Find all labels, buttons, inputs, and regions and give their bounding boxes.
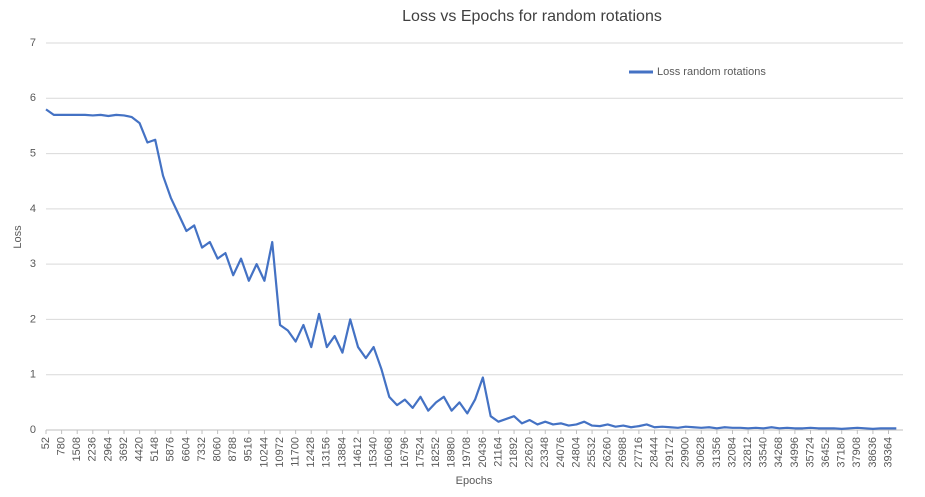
y-tick-label: 5 [30, 147, 36, 159]
x-tick-label: 30628 [695, 437, 707, 468]
x-tick-label: 32084 [726, 437, 738, 468]
x-tick-label: 29172 [664, 437, 676, 468]
x-tick-label: 24076 [555, 437, 567, 468]
y-tick-label: 3 [30, 258, 36, 270]
x-tick-label: 10244 [258, 437, 270, 468]
x-tick-label: 33540 [758, 437, 770, 468]
x-tick-label: 16796 [399, 437, 411, 468]
x-tick-label: 21892 [508, 437, 520, 468]
y-axis-label: Loss [12, 225, 24, 249]
x-tick-label: 8788 [227, 437, 239, 461]
x-tick-label: 36452 [820, 437, 832, 468]
x-tick-label: 32812 [742, 437, 754, 468]
y-tick-label: 0 [30, 424, 36, 436]
x-tick-label: 2236 [87, 437, 99, 461]
x-tick-label: 1508 [71, 437, 83, 461]
x-tick-label: 6604 [180, 437, 192, 461]
chart-title: Loss vs Epochs for random rotations [402, 8, 662, 25]
x-tick-label: 28444 [648, 437, 660, 468]
x-tick-label: 26260 [602, 437, 614, 468]
x-tick-label: 5148 [149, 437, 161, 461]
x-tick-label: 16068 [383, 437, 395, 468]
x-tick-label: 17524 [414, 437, 426, 468]
x-tick-label: 20436 [477, 437, 489, 468]
y-tick-label: 6 [30, 92, 36, 104]
x-tick-label: 34996 [789, 437, 801, 468]
x-tick-label: 22620 [524, 437, 536, 468]
x-tick-label: 13884 [336, 437, 348, 468]
x-tick-label: 4420 [134, 437, 146, 461]
x-tick-label: 19708 [461, 437, 473, 468]
x-tick-label: 12428 [305, 437, 317, 468]
x-tick-label: 18980 [446, 437, 458, 468]
x-tick-label: 3692 [118, 437, 130, 461]
x-tick-label: 25532 [586, 437, 598, 468]
x-tick-label: 23348 [539, 437, 551, 468]
x-tick-label: 7332 [196, 437, 208, 461]
data-line [45, 108, 897, 430]
x-tick-label: 37908 [851, 437, 863, 468]
y-tick-label: 2 [30, 313, 36, 325]
x-tick-label: 9516 [243, 437, 255, 461]
y-tick-label: 1 [30, 369, 36, 381]
x-tick-label: 13156 [321, 437, 333, 468]
x-tick-label: 18252 [430, 437, 442, 468]
x-tick-label: 21164 [492, 437, 504, 467]
x-tick-label: 39364 [882, 437, 894, 468]
x-tick-label: 8060 [212, 437, 224, 461]
x-tick-label: 38636 [867, 437, 879, 468]
x-tick-label: 37180 [836, 437, 848, 468]
legend-label: Loss random rotations [657, 66, 766, 78]
y-tick-label: 4 [30, 203, 36, 215]
x-tick-label: 5876 [165, 437, 177, 461]
x-tick-label: 10972 [274, 437, 286, 468]
x-tick-label: 26988 [617, 437, 629, 468]
x-tick-label: 24804 [570, 437, 582, 468]
x-tick-label: 15340 [368, 437, 380, 468]
x-tick-label: 14612 [352, 437, 364, 468]
x-tick-label: 2964 [102, 437, 114, 461]
x-tick-label: 35724 [804, 437, 816, 468]
x-tick-label: 11700 [290, 437, 302, 467]
x-tick-label: 52 [40, 437, 52, 449]
x-tick-label: 27716 [633, 437, 645, 468]
x-tick-label: 780 [56, 437, 68, 455]
x-tick-label: 34268 [773, 437, 785, 468]
x-tick-label: 29900 [680, 437, 692, 468]
x-axis-label: Epochs [456, 475, 493, 487]
y-tick-label: 7 [30, 37, 36, 49]
x-tick-label: 31356 [711, 437, 723, 468]
